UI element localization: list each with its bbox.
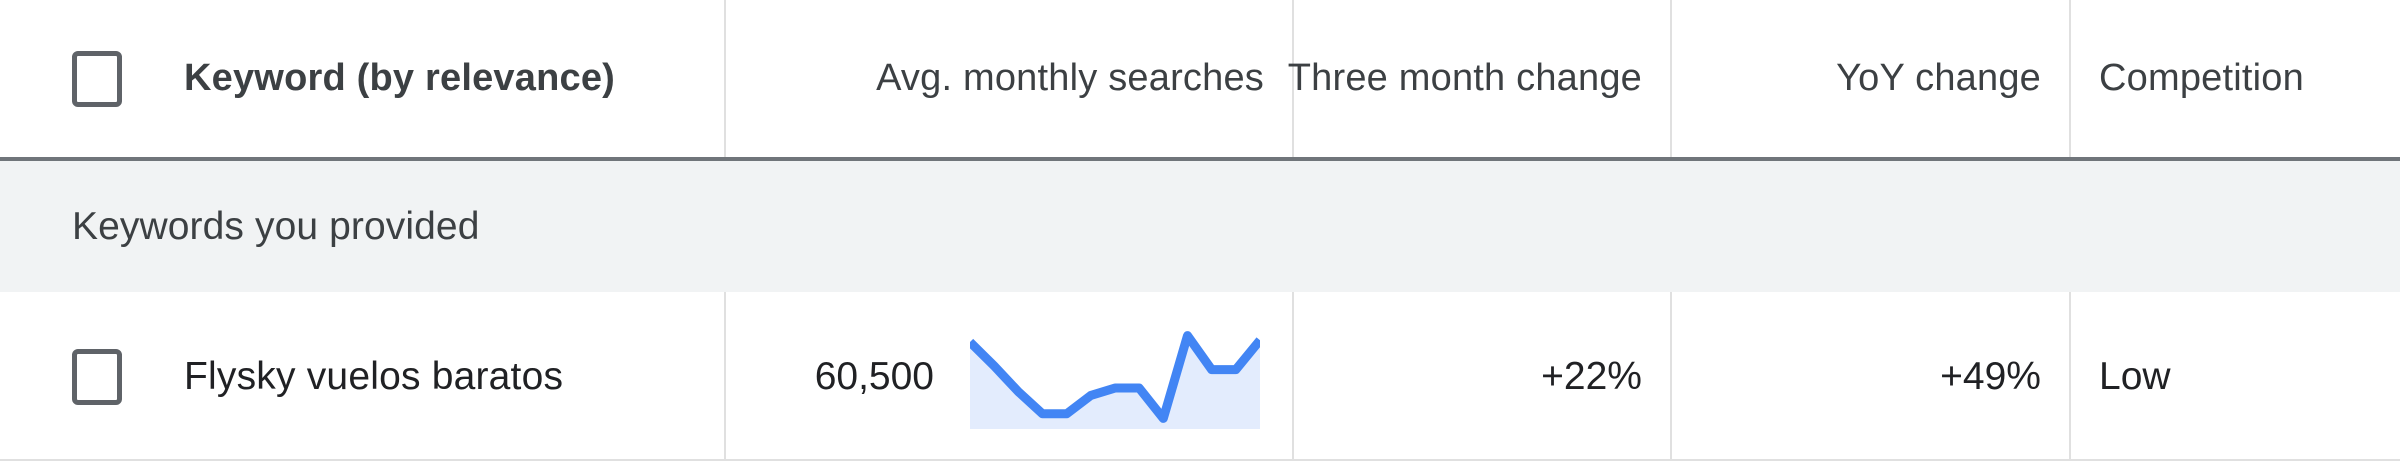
header-bottom-rule <box>0 157 2400 161</box>
group-row-label: Keywords you provided <box>72 204 480 248</box>
header-cell-yoy-change[interactable]: YoY change <box>1670 0 2069 157</box>
header-cell-avg-monthly-searches[interactable]: Avg. monthly searches <box>724 0 1292 157</box>
avg-monthly-searches-value: 60,500 <box>814 354 934 398</box>
three-month-change-value: +22% <box>1541 354 1642 398</box>
avg-monthly-searches-inner: 60,500 <box>726 325 1292 429</box>
header-cell-keyword[interactable]: Keyword (by relevance) <box>0 0 724 157</box>
yoy-change-value: +49% <box>1940 354 2041 398</box>
table-row[interactable]: Flysky vuelos baratos 60,500 +22% +49% L… <box>0 292 2400 461</box>
cell-avg-monthly-searches: 60,500 <box>724 292 1292 461</box>
group-row-keywords-you-provided: Keywords you provided <box>0 161 2400 292</box>
cell-keyword: Flysky vuelos baratos <box>0 292 724 461</box>
header-cell-competition[interactable]: Competition <box>2069 0 2400 157</box>
header-label-three-month-change: Three month change <box>1287 57 1642 99</box>
cell-three-month-change: +22% <box>1292 292 1670 461</box>
select-all-checkbox[interactable] <box>72 50 122 107</box>
header-cell-three-month-change[interactable]: Three month change <box>1288 0 1670 157</box>
sparkline-area <box>970 335 1260 429</box>
sparkline-line <box>970 330 1260 423</box>
row-select-checkbox[interactable] <box>72 348 122 405</box>
sparkline-svg <box>970 330 1260 429</box>
header-label-yoy-change: YoY change <box>1836 57 2041 99</box>
header-label-competition: Competition <box>2099 57 2304 99</box>
header-label-keyword: Keyword (by relevance) <box>184 57 616 99</box>
row-bottom-border <box>0 459 2400 461</box>
competition-value: Low <box>2099 354 2171 398</box>
cell-yoy-change: +49% <box>1670 292 2069 461</box>
keyword-text[interactable]: Flysky vuelos baratos <box>184 354 564 398</box>
header-label-avg-monthly-searches: Avg. monthly searches <box>876 57 1264 99</box>
cell-competition: Low <box>2069 292 2400 461</box>
sparkline-chart[interactable] <box>970 325 1260 429</box>
table-header-row: Keyword (by relevance) Avg. monthly sear… <box>0 0 2400 160</box>
